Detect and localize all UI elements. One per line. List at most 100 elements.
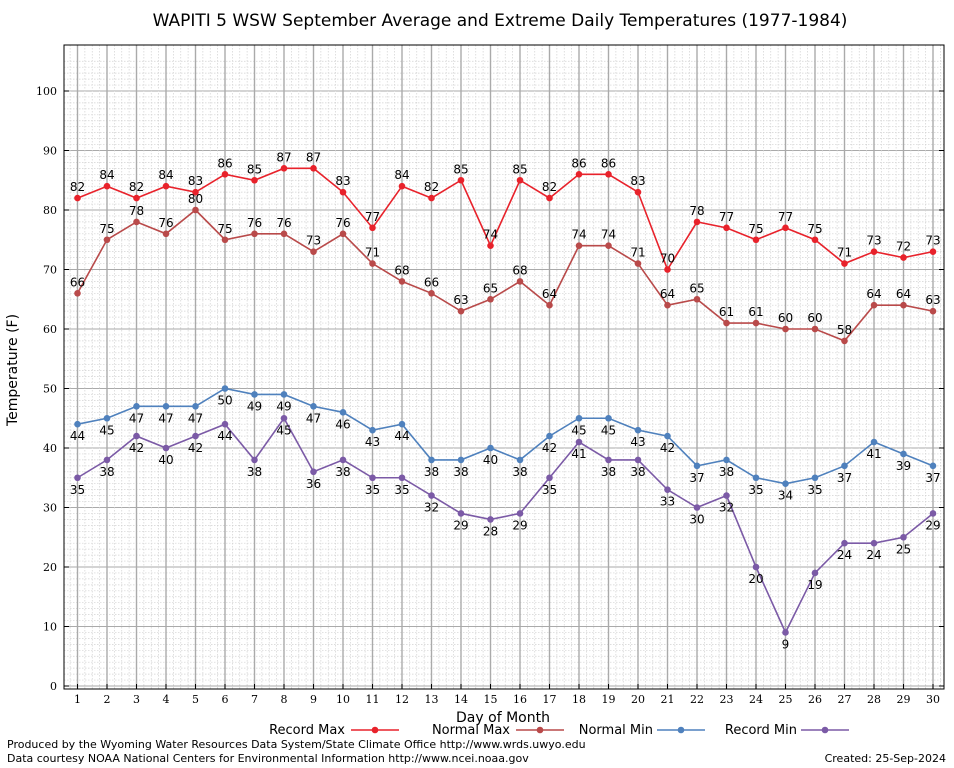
data-point-normal-min — [74, 420, 81, 428]
data-point-normal-max — [782, 325, 789, 333]
data-point-record-max — [221, 171, 229, 178]
data-label-record-min: 25 — [896, 542, 911, 556]
y-tick-label: 100 — [36, 85, 57, 98]
data-label-record-max: 85 — [512, 162, 527, 176]
legend-marker-normal-max — [536, 726, 544, 734]
data-label-normal-min: 42 — [660, 441, 675, 455]
data-label-normal-min: 44 — [394, 429, 409, 443]
data-label-record-min: 20 — [748, 572, 763, 586]
x-tick-label: 1 — [74, 693, 81, 706]
data-label-normal-min: 37 — [837, 471, 852, 485]
data-label-record-max: 85 — [453, 162, 468, 176]
footer-data-courtesy: Data courtesy NOAA National Centers for … — [7, 752, 529, 765]
data-label-normal-max: 60 — [778, 311, 793, 325]
legend-item-record-max: Record Max — [269, 723, 399, 738]
data-point-record-max — [929, 248, 937, 255]
data-point-normal-max — [752, 319, 760, 327]
data-point-normal-max — [133, 218, 140, 226]
data-point-normal-min — [103, 414, 111, 422]
data-label-record-min: 30 — [689, 513, 704, 527]
data-point-normal-min — [133, 403, 140, 410]
data-label-normal-min: 43 — [630, 435, 645, 449]
data-label-record-max: 73 — [925, 234, 940, 248]
data-point-normal-min — [487, 444, 494, 452]
data-point-record-min — [841, 539, 848, 547]
data-point-record-min — [310, 468, 317, 476]
data-label-normal-max: 61 — [719, 305, 734, 319]
data-point-normal-max — [516, 278, 524, 285]
legend-marker-record-min — [821, 726, 829, 734]
data-point-record-min — [516, 510, 524, 517]
data-label-normal-min: 39 — [896, 459, 911, 473]
data-label-record-min: 9 — [782, 637, 790, 651]
data-point-normal-min — [752, 474, 760, 482]
data-label-record-max: 82 — [542, 180, 557, 194]
data-point-record-min — [251, 456, 258, 464]
data-point-record-min — [664, 486, 671, 493]
x-tick-label: 21 — [661, 693, 675, 706]
data-label-record-min: 29 — [453, 518, 468, 532]
data-label-record-min: 40 — [158, 453, 173, 467]
y-tick-label: 60 — [43, 323, 57, 336]
data-label-normal-min: 38 — [453, 465, 468, 479]
data-label-record-min: 35 — [394, 483, 409, 497]
data-label-record-min: 38 — [601, 465, 616, 479]
data-point-normal-max — [251, 230, 258, 238]
data-label-normal-min: 45 — [99, 423, 114, 437]
data-point-normal-min — [516, 456, 524, 464]
data-point-normal-max — [841, 337, 848, 345]
x-tick-label: 15 — [484, 693, 498, 706]
data-point-normal-min — [398, 420, 406, 428]
data-point-record-min — [752, 563, 760, 571]
plot-frame — [63, 44, 945, 690]
x-tick-label: 16 — [513, 693, 527, 706]
data-point-record-max — [811, 236, 819, 244]
x-tick-label: 13 — [425, 693, 439, 706]
legend-marker-record-max — [371, 726, 379, 734]
data-point-normal-min — [428, 456, 435, 464]
data-label-record-max: 75 — [748, 222, 763, 236]
data-point-record-min — [103, 456, 111, 464]
data-point-record-min — [487, 516, 494, 523]
data-point-normal-max — [192, 206, 199, 214]
data-label-normal-max: 74 — [601, 228, 616, 242]
data-label-record-min: 33 — [660, 495, 675, 509]
data-label-normal-min: 49 — [276, 399, 291, 413]
data-point-record-min — [339, 456, 347, 464]
data-point-record-min — [428, 492, 435, 499]
data-point-record-max — [841, 260, 848, 267]
data-point-normal-max — [723, 319, 730, 327]
data-label-normal-min: 47 — [306, 411, 321, 425]
data-point-normal-min — [310, 403, 317, 410]
data-point-record-max — [487, 242, 494, 249]
data-label-normal-min: 50 — [217, 394, 232, 408]
data-point-normal-min — [575, 414, 583, 422]
data-point-record-max — [162, 182, 170, 190]
x-tick-label: 11 — [366, 693, 380, 706]
data-label-normal-min: 45 — [601, 423, 616, 437]
x-tick-label: 28 — [867, 693, 881, 706]
y-tick-label: 30 — [43, 502, 57, 515]
data-label-record-min: 32 — [424, 501, 439, 515]
data-label-record-min: 44 — [217, 429, 232, 443]
data-point-normal-min — [693, 462, 701, 470]
data-label-normal-max: 64 — [542, 287, 557, 301]
data-label-normal-max: 65 — [689, 281, 704, 295]
data-point-record-min — [369, 474, 376, 482]
data-label-record-max: 75 — [807, 222, 822, 236]
x-tick-label: 23 — [720, 693, 734, 706]
data-point-record-min — [192, 432, 199, 440]
y-tick-label: 70 — [43, 264, 57, 277]
data-point-record-max — [398, 182, 406, 190]
x-tick-label: 3 — [133, 693, 140, 706]
x-tick-label: 27 — [838, 693, 852, 706]
data-point-record-max — [339, 188, 347, 196]
data-point-normal-min — [221, 385, 229, 392]
series-layer: 82 84 82 84 83 86 85 87 87 83 77 84 82 85 74 85 82 86 86 83… — [70, 150, 941, 651]
legend-label-record-max: Record Max — [269, 723, 345, 738]
data-label-record-min: 42 — [188, 441, 203, 455]
legend-marker-normal-min — [677, 726, 685, 734]
data-point-normal-max — [811, 325, 819, 333]
data-point-normal-min — [870, 438, 878, 446]
